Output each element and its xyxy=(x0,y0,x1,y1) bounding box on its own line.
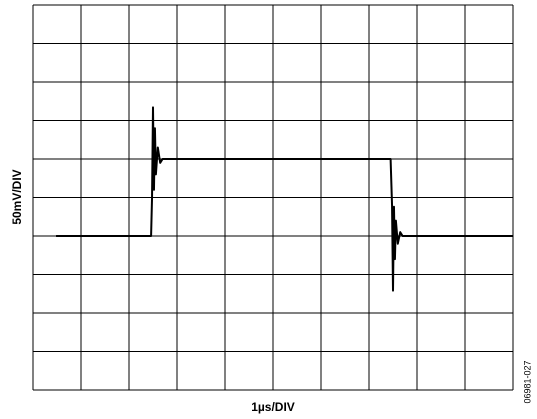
figure-id: 06981-027 xyxy=(522,360,532,403)
y-axis-label: 50mV/DIV xyxy=(10,169,24,224)
waveform xyxy=(56,106,513,292)
x-axis-label: 1µs/DIV xyxy=(251,400,295,414)
